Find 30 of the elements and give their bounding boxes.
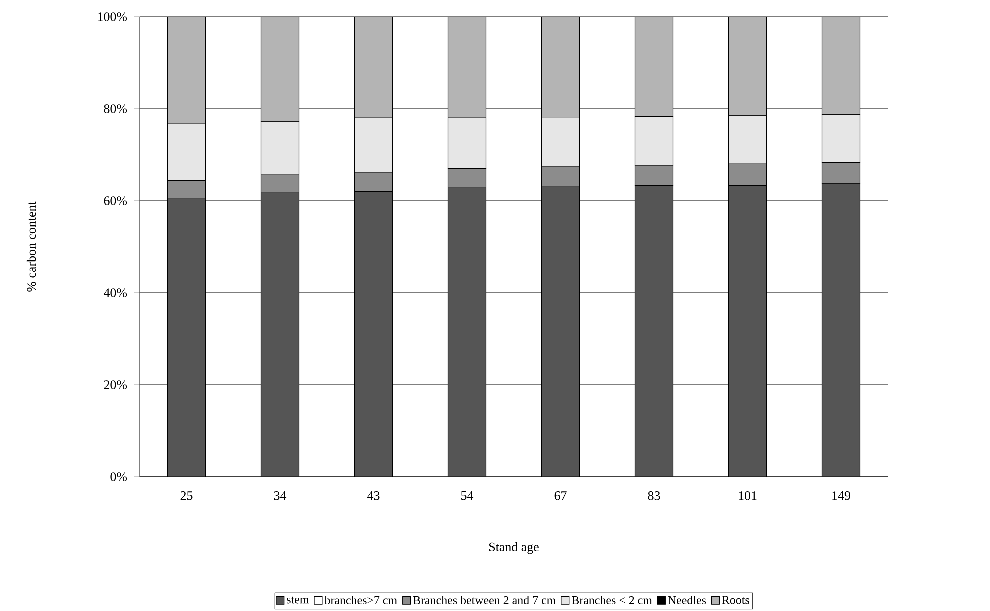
bar bbox=[448, 188, 487, 477]
x-tick-label: 54 bbox=[462, 492, 474, 500]
bar bbox=[260, 192, 300, 477]
legend-label: Needles bbox=[668, 596, 706, 604]
legend-label: stem bbox=[287, 596, 310, 604]
x-tick-label: 67 bbox=[554, 492, 567, 500]
bar bbox=[728, 186, 768, 477]
bar bbox=[354, 191, 394, 477]
y-tick-label: 60% bbox=[104, 196, 128, 206]
x-tick-label: 149 bbox=[832, 492, 850, 500]
y-axis-title: % carbon content bbox=[26, 202, 36, 292]
y-tick-label: 40% bbox=[104, 288, 128, 298]
y-tick-label: 0% bbox=[110, 472, 128, 482]
x-tick-label: 101 bbox=[739, 492, 757, 500]
bar bbox=[167, 198, 206, 477]
legend-label: Branches < 2 cm bbox=[572, 596, 652, 604]
bar bbox=[822, 183, 861, 477]
x-tick-label: 25 bbox=[180, 492, 193, 500]
y-tick-label: 100% bbox=[98, 12, 128, 22]
legend-label: branches>7 cm bbox=[324, 596, 398, 604]
x-axis-title: Stand age bbox=[490, 542, 539, 554]
x-tick-label: 34 bbox=[274, 492, 287, 500]
legend-label: Branches between 2 and 7 cm bbox=[413, 596, 556, 604]
bar bbox=[541, 186, 580, 477]
y-tick-label: 80% bbox=[104, 104, 128, 114]
y-tick-label: 20% bbox=[104, 380, 128, 390]
x-tick-label: 43 bbox=[368, 492, 380, 500]
bar bbox=[634, 186, 674, 477]
legend-label: Roots bbox=[722, 596, 750, 604]
x-tick-label: 83 bbox=[648, 492, 660, 500]
